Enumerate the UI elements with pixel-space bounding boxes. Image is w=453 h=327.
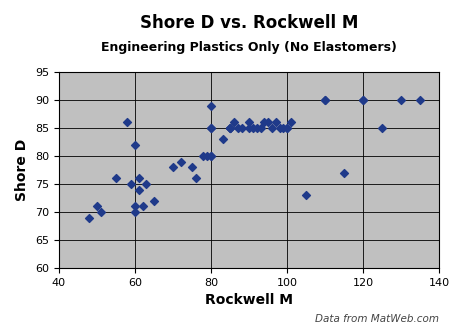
Point <box>226 125 234 130</box>
Point <box>207 153 215 159</box>
Point <box>379 125 386 130</box>
Point <box>261 120 268 125</box>
Point <box>246 120 253 125</box>
Point <box>287 120 294 125</box>
Point <box>257 125 264 130</box>
Point <box>112 176 120 181</box>
Point <box>303 193 310 198</box>
Point <box>230 120 237 125</box>
Point <box>280 125 287 130</box>
Point <box>150 198 158 203</box>
Point <box>417 97 424 103</box>
X-axis label: Rockwell M: Rockwell M <box>205 293 293 307</box>
Point <box>135 176 142 181</box>
Point <box>207 153 215 159</box>
Point <box>341 170 348 176</box>
Point <box>219 137 226 142</box>
Point <box>143 181 150 187</box>
Point <box>128 181 135 187</box>
Point <box>139 204 146 209</box>
Point <box>249 125 256 130</box>
Point <box>131 210 139 215</box>
Y-axis label: Shore D: Shore D <box>15 139 29 201</box>
Point <box>131 204 139 209</box>
Point <box>188 164 196 170</box>
Point <box>86 215 93 220</box>
Point <box>322 97 329 103</box>
Point <box>253 125 260 130</box>
Point <box>272 120 280 125</box>
Text: Data from MatWeb.com: Data from MatWeb.com <box>315 314 439 324</box>
Point <box>265 120 272 125</box>
Point <box>135 187 142 192</box>
Point <box>192 176 199 181</box>
Point <box>177 159 184 164</box>
Point <box>97 210 104 215</box>
Point <box>284 125 291 130</box>
Point <box>284 125 291 130</box>
Point <box>322 97 329 103</box>
Point <box>204 153 211 159</box>
Point <box>200 153 207 159</box>
Point <box>93 204 101 209</box>
Point <box>234 125 241 130</box>
Point <box>207 125 215 130</box>
Point <box>124 120 131 125</box>
Point <box>398 97 405 103</box>
Point <box>131 142 139 147</box>
Point <box>207 103 215 108</box>
Point <box>246 125 253 130</box>
Point <box>238 125 245 130</box>
Point <box>226 125 234 130</box>
Point <box>360 97 367 103</box>
Point <box>169 164 177 170</box>
Point <box>226 125 234 130</box>
Point <box>360 97 367 103</box>
Point <box>207 125 215 130</box>
Point <box>226 125 234 130</box>
Text: Shore D vs. Rockwell M: Shore D vs. Rockwell M <box>140 14 358 32</box>
Point <box>268 125 275 130</box>
Point <box>276 125 283 130</box>
Text: Engineering Plastics Only (No Elastomers): Engineering Plastics Only (No Elastomers… <box>101 41 397 54</box>
